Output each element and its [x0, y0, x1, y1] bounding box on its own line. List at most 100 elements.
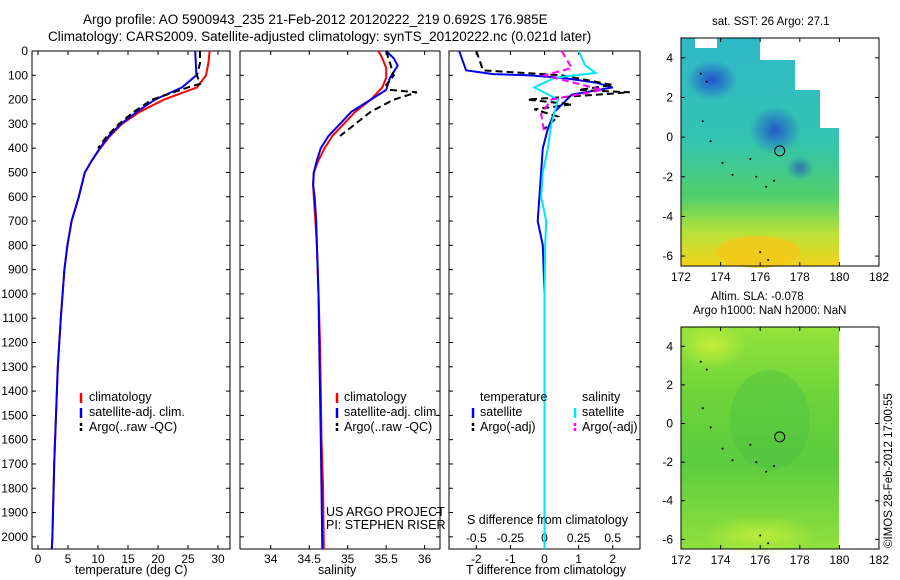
- sst-cold-patch-east: [749, 106, 801, 154]
- sst-map-title: sat. SST: 26 Argo: 27.1: [712, 16, 830, 28]
- depth-tick-label: 200: [8, 93, 28, 107]
- island-marker: [705, 80, 708, 83]
- island-marker: [699, 360, 702, 363]
- sst-map-ytick-label: -4: [662, 209, 673, 223]
- sst-map-ytick-label: 2: [666, 90, 673, 104]
- legend-temp-climatology: climatology: [89, 390, 152, 404]
- sst-map-xtick-label: 180: [829, 270, 849, 284]
- pi-annotation: PI: STEPHEN RISER: [326, 518, 446, 532]
- sla-map-xtick-label: 178: [790, 553, 810, 567]
- temperature-profile-xtick-label: 10: [91, 552, 105, 566]
- island-marker: [767, 259, 770, 262]
- salinity-profile-xtick-label: 35: [341, 552, 355, 566]
- difference-profile-series-salinity-argo-adj-: [540, 50, 603, 134]
- sst-map-frame: [680, 37, 880, 267]
- legend-diff-sal-satellite: satellite: [582, 405, 625, 419]
- legend-sal-satellite: satellite-adj. clim.: [344, 405, 440, 419]
- depth-tick-label: 1900: [1, 506, 28, 520]
- legend-temperature-header: temperature: [480, 390, 548, 404]
- depth-tick-label: 2000: [1, 530, 28, 544]
- legend-salinity-header: salinity: [582, 390, 621, 404]
- sst-map: [681, 38, 839, 268]
- difference-profile-xtick-label: 0: [541, 552, 548, 566]
- depth-tick-label: 100: [8, 68, 28, 82]
- island-marker: [773, 464, 776, 467]
- depth-tick-label: 0: [21, 44, 28, 58]
- sla-map-xtick-label: 182: [869, 553, 889, 567]
- legend-temp-satellite: satellite-adj. clim.: [89, 405, 185, 419]
- salinity-diff-tick-label: 0.5: [604, 531, 621, 545]
- temperature-profile-xtick-label: 20: [151, 552, 165, 566]
- legend-sal-argo: Argo(..raw -QC): [344, 420, 433, 434]
- difference-xlabel: T difference from climatology: [466, 563, 627, 577]
- depth-tick-label: 1300: [1, 360, 28, 374]
- sla-map-subtitle: Argo h1000: NaN h2000: NaN: [693, 305, 847, 317]
- sst-map-ytick-label: -6: [662, 249, 673, 263]
- sst-map-xtick-label: 174: [711, 270, 731, 284]
- salinity-profile-xtick-label: 36: [418, 552, 432, 566]
- salinity-diff-tick-label: 0.25: [567, 531, 591, 545]
- salinity-profile-series-climatology: [312, 50, 388, 550]
- depth-tick-label: 1700: [1, 457, 28, 471]
- salinity-diff-tick-label: -0.5: [466, 531, 487, 545]
- salinity-diff-tick-label: -0.25: [497, 531, 525, 545]
- project-annotation: US ARGO PROJECT: [326, 505, 445, 519]
- island-marker: [709, 426, 712, 429]
- depth-tick-label: 1500: [1, 408, 28, 422]
- island-marker: [721, 161, 724, 164]
- difference-profile-series-temperature-satellite: [458, 50, 613, 549]
- temperature-profile-series-satellite-adj-clim-: [50, 50, 198, 550]
- island-marker: [701, 407, 704, 410]
- salinity-profile-series-satellite-adj-clim-: [312, 50, 399, 550]
- sla-low-patch: [730, 370, 810, 470]
- sla-map-ytick-label: 2: [666, 378, 673, 392]
- temperature-profile-series-argo-raw-qc-: [97, 51, 202, 149]
- sst-map-ytick-label: 0: [666, 130, 673, 144]
- depth-tick-label: 500: [8, 165, 28, 179]
- temperature-profile-series-climatology: [50, 50, 211, 550]
- depth-tick-label: 300: [8, 117, 28, 131]
- imos-credit: ©IMOS 28-Feb-2012 17:00:55: [883, 393, 895, 548]
- salinity-profile-frame: [239, 50, 441, 550]
- legend-sal-climatology: climatology: [344, 390, 407, 404]
- depth-tick-label: 1600: [1, 433, 28, 447]
- island-marker: [709, 140, 712, 143]
- island-marker: [749, 157, 752, 160]
- sla-map-xtick-label: 180: [829, 553, 849, 567]
- sst-land-mask: [820, 90, 839, 128]
- depth-tick-label: 400: [8, 141, 28, 155]
- depth-tick-label: 900: [8, 263, 28, 277]
- sst-map-xtick-label: 176: [750, 270, 770, 284]
- difference-profile-series-salinity-satellite: [532, 50, 599, 549]
- sst-land-mask: [760, 38, 839, 60]
- figure-title-line1: Argo profile: AO 5900943_235 21-Feb-2012…: [83, 12, 548, 27]
- sst-land-mask: [795, 60, 839, 90]
- salinity-profile-xtick-label: 34.5: [298, 552, 322, 566]
- sla-map-title: Altim. SLA: -0.078: [711, 291, 804, 303]
- sla-map-xtick-label: 174: [711, 553, 731, 567]
- island-marker: [755, 175, 758, 178]
- island-marker: [765, 185, 768, 188]
- salinity-profile-xtick-label: 35.5: [374, 552, 398, 566]
- sst-cold-patch-south: [786, 156, 814, 180]
- legend-diff-sal-argo: Argo(-adj): [582, 420, 638, 434]
- sla-high-patch: [678, 322, 746, 370]
- sst-map-ytick-label: -2: [662, 170, 673, 184]
- sla-map-float-position: [774, 431, 786, 443]
- sst-map-xtick-label: 172: [671, 270, 691, 284]
- depth-tick-label: 1400: [1, 384, 28, 398]
- depth-tick-label: 700: [8, 214, 28, 228]
- depth-tick-label: 1200: [1, 336, 28, 350]
- sla-map-frame: [680, 326, 880, 550]
- temperature-profile-frame: [31, 50, 231, 550]
- island-marker: [731, 173, 734, 176]
- sla-map-ytick-label: 0: [666, 417, 673, 431]
- island-marker: [749, 443, 752, 446]
- depth-tick-label: 1000: [1, 287, 28, 301]
- temperature-xlabel: temperature (deg C): [75, 563, 188, 577]
- difference-profile-xtick-label: -2: [471, 552, 482, 566]
- sla-map-ytick-label: -2: [662, 455, 673, 469]
- temperature-profile-xtick-label: 15: [121, 552, 135, 566]
- temperature-profile-xtick-label: 25: [181, 552, 195, 566]
